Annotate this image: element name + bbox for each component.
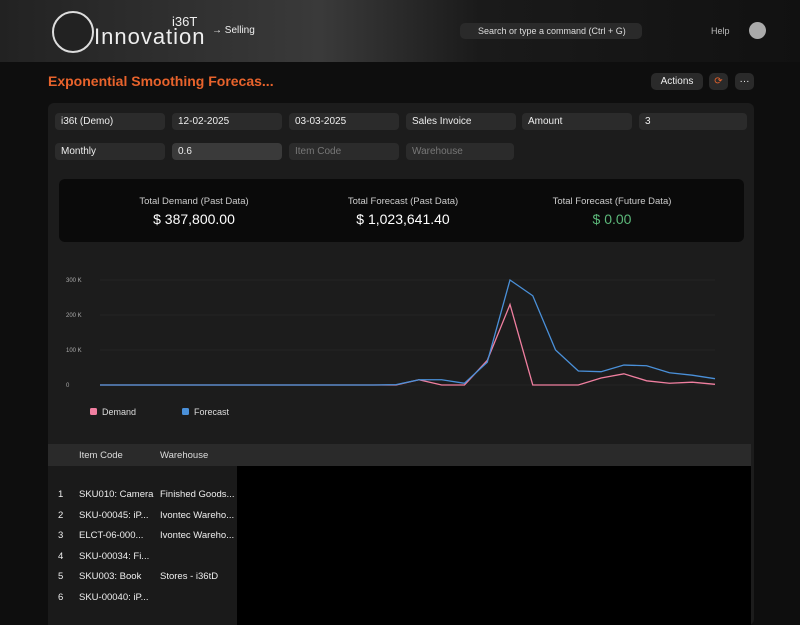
cell: Ivontec Wareho... xyxy=(160,530,235,541)
filter[interactable]: Warehouse xyxy=(406,143,514,160)
table-empty xyxy=(237,466,751,625)
more-button[interactable]: ··· xyxy=(735,73,754,90)
cell: Ivontec Wareho... xyxy=(160,509,235,521)
summary-value: $ 387,800.00 xyxy=(153,211,235,227)
module-link[interactable]: → Selling xyxy=(212,25,255,36)
summary-label: Total Forecast (Future Data) xyxy=(552,196,672,207)
filter[interactable]: 12-02-2025 xyxy=(172,113,282,130)
legend-label: Forecast xyxy=(194,407,230,417)
row-number: 3 xyxy=(58,530,64,541)
cell: SKU-00045: iP... xyxy=(79,509,149,521)
search[interactable]: Search or type a command (Ctrl + G) xyxy=(460,23,642,39)
column-header: Warehouse xyxy=(160,450,209,461)
cell: SKU010: Camera xyxy=(79,489,154,500)
logo xyxy=(52,11,94,53)
table-header xyxy=(48,444,751,466)
filter[interactable]: Amount xyxy=(522,113,632,130)
filter[interactable]: 3 xyxy=(639,113,747,130)
cell: SKU-00040: iP... xyxy=(79,591,149,603)
summary-value: $ 1,023,641.40 xyxy=(356,211,450,227)
series-line xyxy=(100,278,716,386)
legend-label: Demand xyxy=(102,407,136,417)
filter[interactable]: Sales Invoice xyxy=(406,113,516,130)
summary-value: $ 0.00 xyxy=(592,211,632,227)
filter[interactable]: Item Code xyxy=(289,143,399,160)
brand: Innovation xyxy=(94,24,206,49)
row-number: 6 xyxy=(58,591,64,603)
page-title: Exponential Smoothing Forecas... xyxy=(48,73,274,89)
series-line xyxy=(100,302,716,386)
cell: SKU003: Book xyxy=(79,571,142,582)
y-tick-label: 200 K xyxy=(66,313,82,319)
row-number: 2 xyxy=(58,509,64,521)
column-header: Item Code xyxy=(79,450,123,461)
help[interactable]: Help xyxy=(711,26,730,36)
summary-card xyxy=(59,179,744,242)
top-bar xyxy=(0,0,800,62)
brand-mark: i36T xyxy=(172,14,198,29)
y-tick-label: 100 K xyxy=(66,348,82,354)
filter[interactable]: 03-03-2025 xyxy=(289,113,399,130)
row-number: 5 xyxy=(58,571,64,582)
legend-swatch xyxy=(90,408,97,415)
legend-swatch xyxy=(182,408,189,415)
table-body xyxy=(48,466,237,625)
y-tick-label: 0 xyxy=(66,383,70,389)
cell: ELCT-06-000... xyxy=(79,530,144,541)
cell: SKU-00034: Fi... xyxy=(79,550,150,562)
row-number: 1 xyxy=(58,489,64,500)
cell: Stores - i36tD xyxy=(160,571,219,582)
chart: 0 100 K 200 K 300 K Demand Forecast xyxy=(66,278,716,417)
filter[interactable]: i36t (Demo) xyxy=(55,113,165,130)
y-tick-label: 300 K xyxy=(66,278,82,284)
row-number: 4 xyxy=(58,550,64,562)
module: Selling xyxy=(224,25,255,36)
avatar[interactable] xyxy=(749,22,766,39)
summary-label: Total Demand (Past Data) xyxy=(139,196,249,207)
refresh-button[interactable]: ⟳ xyxy=(709,73,728,90)
summary-label: Total Forecast (Past Data) xyxy=(347,196,459,207)
actions-button[interactable]: Actions xyxy=(651,73,703,90)
filter[interactable]: 0.6 xyxy=(172,143,282,160)
filter[interactable]: Monthly xyxy=(55,143,165,160)
cell: Finished Goods... xyxy=(160,489,235,500)
